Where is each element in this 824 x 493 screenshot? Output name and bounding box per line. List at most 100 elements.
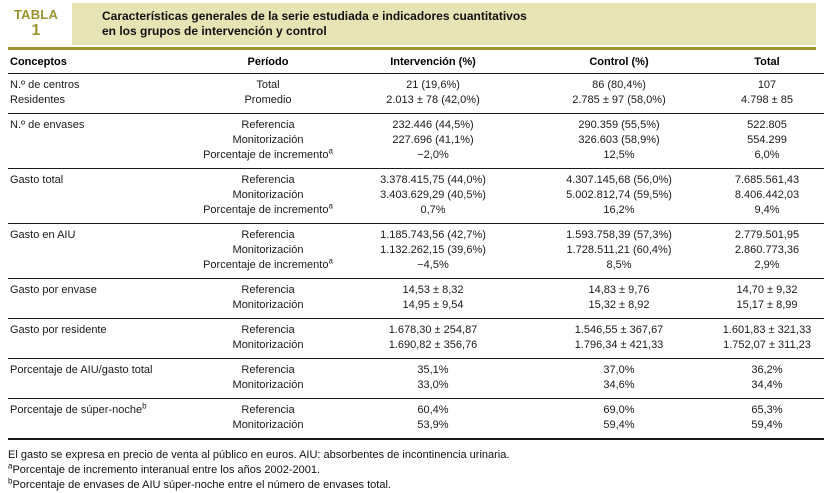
column-header-conceptos: Conceptos [8, 50, 198, 74]
period-cell: Monitorización [232, 189, 304, 201]
table-row: Porcentaje de incrementoa −2,0% 12,5% 6,0% [8, 146, 824, 169]
table-row: Porcentaje de incrementoa −4,5% 8,5% 2,9% [8, 256, 824, 279]
total-cell: 6,0% [754, 149, 780, 161]
intervencion-cell: 0,7% [420, 204, 446, 216]
control-cell: 86 (80,4%) [592, 79, 646, 91]
intervencion-cell: 14,53 ± 8,32 [402, 284, 464, 296]
concept-cell: Gasto en AIU [10, 229, 76, 241]
period-cell: Referencia [241, 119, 295, 131]
intervencion-cell: 53,9% [417, 419, 449, 431]
table-group: N.º de envases Referencia 232.446 (44,5%) 2… [8, 114, 824, 169]
table-row: Porcentaje de incrementoa 0,7% 16,2% 9,4% [8, 202, 824, 224]
footnotes: El gasto se expresa en precio de venta a… [8, 448, 816, 493]
control-cell: 326.603 (58,9%) [578, 134, 660, 146]
concept-cell [8, 188, 198, 203]
concept-cell: Gasto total [10, 174, 64, 186]
table-row: Porcentaje de AIU/gasto total Referencia 3… [8, 359, 824, 379]
intervencion-cell: −4,5% [417, 259, 449, 271]
table-group: Gasto en AIU Referencia 1.185.743,56 (42,7… [8, 224, 824, 279]
footnote-a: aPorcentaje de incremento interanual ent… [8, 461, 816, 478]
control-cell: 12,5% [603, 149, 635, 161]
concept-cell [8, 133, 198, 148]
period-cell: Referencia [241, 229, 295, 241]
table-row: Monitorización 3.403.629,29 (40,5%) 5.002.… [8, 188, 824, 203]
table-group: Porcentaje de AIU/gasto total Referencia 3… [8, 359, 824, 399]
table-number-label: TABLA 1 [0, 3, 72, 45]
concept-cell [8, 378, 198, 399]
column-header-total: Total [710, 50, 824, 74]
table-row: Gasto total Referencia 3.378.415,75 (44,0%… [8, 169, 824, 189]
period-cell: Porcentaje de incrementoa [203, 146, 333, 161]
period-cell: Referencia [241, 404, 295, 416]
control-cell: 1.796,34 ± 421,33 [574, 339, 664, 351]
control-cell: 15,32 ± 8,92 [588, 299, 650, 311]
intervencion-cell: 3.403.629,29 (40,5%) [380, 189, 486, 201]
intervencion-cell: −2,0% [417, 149, 449, 161]
concept-cell: Gasto por envase [10, 284, 97, 296]
period-cell: Referencia [241, 284, 295, 296]
intervencion-cell: 33,0% [417, 379, 449, 391]
control-cell: 59,4% [603, 419, 635, 431]
concept-cell: Gasto por residente [10, 324, 107, 336]
data-table: Conceptos Período Intervención (%) Contr… [8, 50, 824, 440]
table-row: Monitorización 33,0% 34,6% 34,4% [8, 378, 824, 399]
concept-cell: N.º de centros [10, 79, 80, 91]
total-cell: 1.752,07 ± 311,23 [723, 339, 811, 351]
control-cell: 37,0% [603, 364, 635, 376]
table-row: Porcentaje de súper-nocheb Referencia 60,4… [8, 399, 824, 419]
concept-cell: Residentes [10, 94, 66, 106]
period-cell: Referencia [241, 364, 295, 376]
concept-cell [8, 203, 198, 224]
table-row: N.º de centros Total 21 (19,6%) 86 (80,4%) 1… [8, 74, 824, 94]
intervencion-cell: 1.132.262,15 (39,6%) [380, 244, 486, 256]
column-header-control: Control (%) [528, 50, 710, 74]
period-cell: Monitorización [232, 419, 304, 431]
concept-cell [8, 418, 198, 439]
control-cell: 2.785 ± 97 (58,0%) [572, 94, 666, 106]
period-cell: Monitorización [232, 244, 304, 256]
period-cell: Referencia [241, 174, 295, 186]
concept-cell: Porcentaje de súper-nocheb [10, 401, 147, 416]
concept-cell [8, 298, 198, 319]
concept-cell [8, 148, 198, 169]
footnote-sup: b [8, 476, 13, 486]
table-group: Gasto por residente Referencia 1.678,30 ± … [8, 319, 824, 359]
period-cell: Porcentaje de incrementoa [203, 256, 333, 271]
intervencion-cell: 14,95 ± 9,54 [402, 299, 464, 311]
table-row: Residentes Promedio 2.013 ± 78 (42,0%) 2.78… [8, 93, 824, 114]
control-cell: 1.593.758,39 (57,3%) [566, 229, 672, 241]
period-cell: Monitorización [232, 339, 304, 351]
total-cell: 34,4% [751, 379, 783, 391]
total-cell: 15,17 ± 8,99 [736, 299, 798, 311]
concept-cell: Porcentaje de AIU/gasto total [10, 364, 153, 376]
table-group: N.º de centros Total 21 (19,6%) 86 (80,4%) 1… [8, 74, 824, 114]
total-cell: 9,4% [754, 204, 780, 216]
period-cell: Monitorización [232, 134, 304, 146]
table-row: Monitorización 53,9% 59,4% 59,4% [8, 418, 824, 439]
table-row: Monitorización 1.132.262,15 (39,6%) 1.728.… [8, 243, 824, 258]
table-row: Monitorización 1.690,82 ± 356,76 1.796,34 … [8, 338, 824, 359]
control-cell: 1.728.511,21 (60,4%) [566, 244, 672, 256]
total-cell: 107 [757, 79, 777, 91]
control-cell: 34,6% [603, 379, 635, 391]
total-cell: 1.601,83 ± 321,33 [722, 324, 812, 336]
total-cell: 7.685.561,43 [734, 174, 800, 186]
total-cell: 2,9% [754, 259, 780, 271]
control-cell: 4.307.145,68 (56,0%) [566, 174, 672, 186]
total-cell: 4.798 ± 85 [741, 94, 793, 106]
table-title-band: Características generales de la serie es… [72, 3, 816, 45]
table-label-number: 1 [31, 22, 41, 40]
concept-cell [8, 243, 198, 258]
table-row: Monitorización 14,95 ± 9,54 15,32 ± 8,92 15… [8, 298, 824, 319]
column-header-periodo: Período [198, 50, 338, 74]
footnote-sup: a [8, 461, 13, 471]
intervencion-cell: 1.678,30 ± 254,87 [388, 324, 478, 336]
concept-cell [8, 338, 198, 359]
table-title-line1: Características generales de la serie es… [102, 9, 527, 23]
footnote-b: bPorcentaje de envases de AIU súper-noch… [8, 476, 816, 493]
total-cell: 554.299 [747, 134, 787, 146]
table-label-word: TABLA [13, 7, 59, 22]
intervencion-cell: 1.690,82 ± 356,76 [388, 339, 478, 351]
header-divider-rule [8, 47, 816, 50]
